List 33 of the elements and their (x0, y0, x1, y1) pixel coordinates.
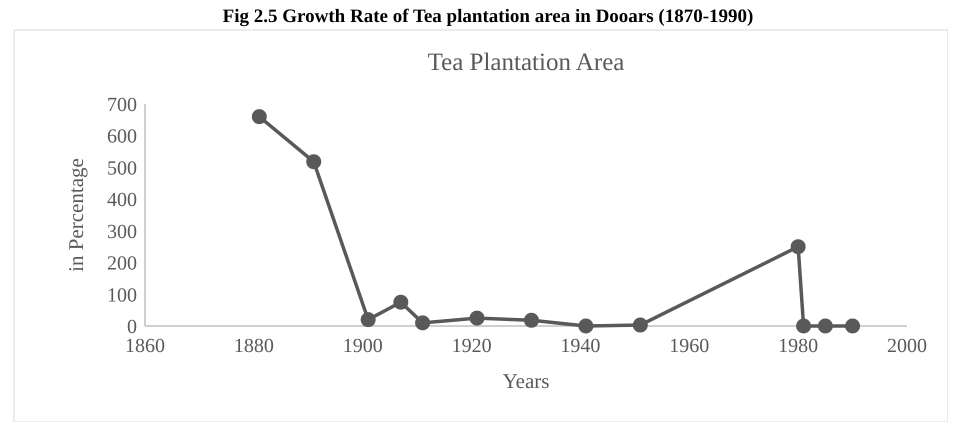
point (632, 318, 648, 333)
point (796, 318, 812, 334)
x-tick-label: 1860 (125, 335, 165, 357)
point (393, 294, 408, 310)
y-axis-title: in Percentage (64, 158, 88, 272)
y-tick-label: 500 (107, 157, 137, 180)
y-tick-label: 600 (107, 126, 137, 148)
chart-title: Fig 2.5 Growth Rate of Tea plantation area in Dooars (1870-1990) (222, 6, 754, 27)
chart-subtitle: Tea Plantation Area (428, 49, 624, 76)
point (790, 239, 806, 254)
y-tick-label: 100 (107, 284, 137, 306)
x-tick-label: 1920 (452, 335, 492, 357)
x-tick-label: 1960 (669, 335, 710, 357)
point (252, 109, 267, 124)
point (360, 312, 376, 328)
point (845, 318, 860, 334)
y-tick-label: 300 (107, 220, 137, 243)
point (818, 318, 833, 334)
y-tick-label: 700 (107, 94, 137, 116)
point (415, 315, 430, 330)
x-tick-label: 2000 (887, 335, 927, 357)
point (524, 312, 539, 328)
y-tick-label: 400 (107, 189, 137, 212)
x-tick-label: 1900 (342, 335, 383, 357)
y-tick-label: 200 (107, 252, 137, 275)
x-tick-label: 1980 (778, 335, 818, 357)
x-tick-label: 1880 (234, 335, 274, 357)
point (578, 318, 594, 334)
point (470, 310, 485, 326)
point (306, 154, 322, 170)
y-tick-label: 0 (127, 316, 137, 338)
x-axis-title: Years (502, 369, 550, 393)
x-tick-label: 1940 (560, 335, 600, 357)
